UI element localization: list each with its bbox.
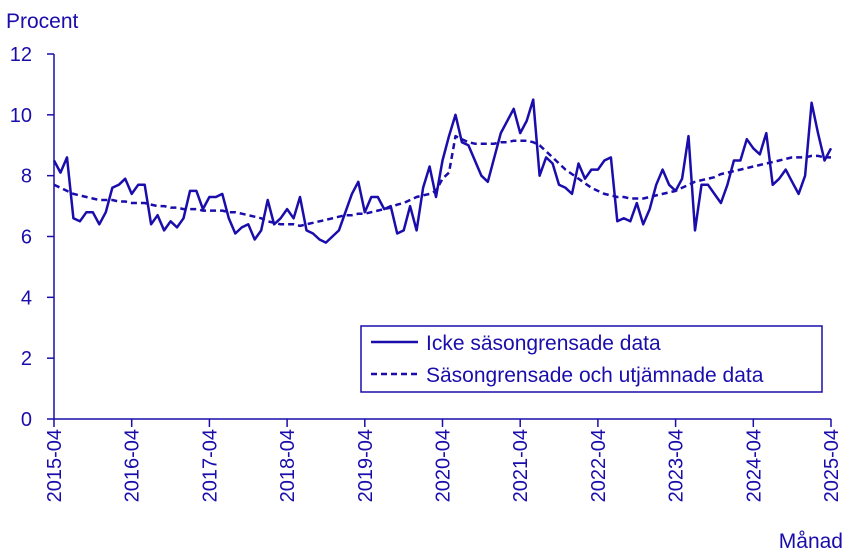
x-tick-label: 2025-04: [821, 429, 843, 502]
x-tick-label: 2015-04: [44, 429, 66, 502]
legend-box: [360, 325, 823, 393]
series-line-2: [53, 134, 831, 228]
x-tick-label: 2022-04: [588, 429, 610, 502]
x-tick-label: 2017-04: [199, 429, 221, 502]
series-line-1: [52, 98, 833, 244]
x-axis-label: Månad: [779, 530, 843, 553]
y-axis-label: Procent: [6, 10, 79, 33]
y-tick-label: 12: [10, 44, 32, 66]
x-tick-label: 2020-04: [433, 429, 455, 502]
x-tick-label: 2019-04: [355, 429, 377, 502]
y-tick-label: 6: [21, 227, 32, 249]
y-axis-ticks: 0 2 4 6 8 10 12: [10, 44, 54, 431]
y-tick-label: 0: [21, 409, 32, 431]
series-layer: [52, 98, 833, 244]
x-tick-label: 2016-04: [122, 429, 144, 502]
x-tick-label: 2018-04: [277, 429, 299, 502]
legend-label-series-2: Säsongrensade och utjämnade data: [426, 364, 764, 387]
x-axis-ticks: 2015-04 2016-04 2017-04 2018-04 2019-04 2020-…: [44, 419, 843, 502]
x-tick-label: 2023-04: [666, 429, 688, 502]
legend: Icke säsongrensade data Säsongrensade oc…: [360, 325, 823, 393]
x-tick-label: 2021-04: [510, 429, 532, 502]
y-tick-label: 2: [21, 348, 32, 370]
y-tick-label: 10: [10, 105, 32, 127]
x-tick-label: 2024-04: [743, 429, 765, 502]
legend-label-series-1: Icke säsongrensade data: [426, 332, 661, 355]
y-tick-label: 8: [21, 166, 32, 188]
y-tick-label: 4: [21, 287, 32, 309]
